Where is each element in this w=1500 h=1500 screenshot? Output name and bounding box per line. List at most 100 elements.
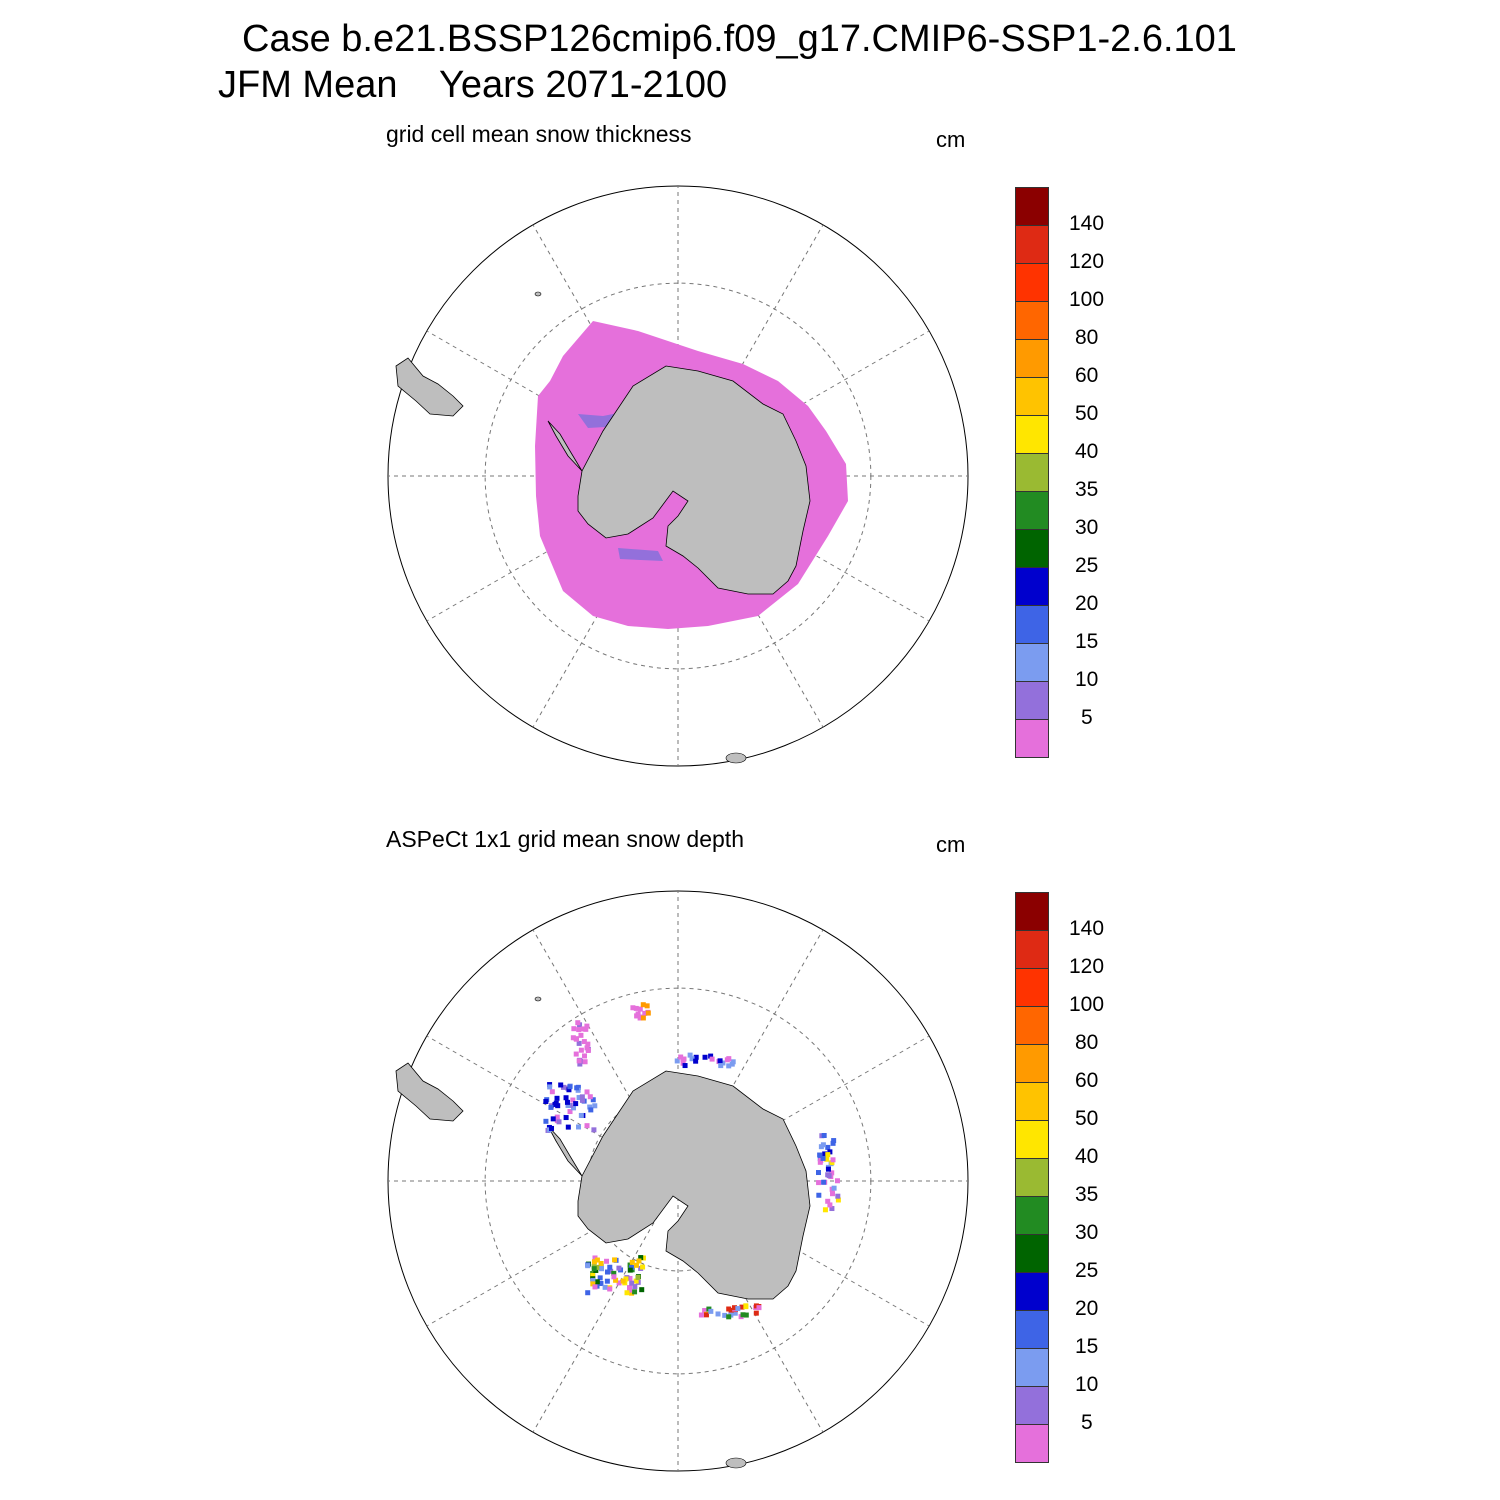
observation-cell (590, 1277, 596, 1283)
observation-cell (543, 1098, 549, 1104)
observation-cell (635, 1274, 641, 1280)
observation-cell (624, 1290, 630, 1296)
colorbar-tick-label: 120 (1069, 955, 1105, 978)
observation-cell (726, 1306, 732, 1312)
observation-cell (630, 1005, 636, 1011)
observation-cell (637, 1015, 643, 1021)
observation-cell (689, 1056, 695, 1062)
colorbar-tick-label: 30 (1075, 1221, 1099, 1244)
observation-cell (604, 1278, 610, 1284)
observation-cell (629, 1280, 635, 1286)
observation-cell (627, 1262, 633, 1268)
observation-cell (715, 1311, 721, 1317)
observation-cell (708, 1308, 714, 1314)
panel2-map (387, 890, 969, 1472)
observation-cell (590, 1281, 596, 1287)
observation-cell (739, 1304, 745, 1310)
observation-cell (613, 1277, 619, 1283)
observation-cell (616, 1280, 622, 1286)
observation-cell (821, 1179, 827, 1185)
observation-cell (640, 1002, 646, 1008)
observation-cell (570, 1035, 576, 1041)
colorbar-tick-label: 30 (1075, 516, 1099, 539)
colorbar-swatch (1015, 1006, 1049, 1045)
observation-cell (573, 1036, 579, 1042)
observation-cell (587, 1104, 593, 1110)
observation-cell (563, 1115, 569, 1121)
observation-cell (590, 1097, 596, 1103)
colorbar-tick-label: 80 (1075, 326, 1099, 349)
observation-cell (573, 1051, 579, 1057)
observation-cell (576, 1027, 582, 1033)
observation-cell (703, 1312, 709, 1318)
colorbar-swatch (1015, 529, 1049, 568)
observation-cell (633, 1278, 639, 1284)
colorbar-tick-label: 35 (1075, 1183, 1099, 1206)
observation-cell (627, 1287, 633, 1293)
observation-cell (565, 1102, 571, 1108)
colorbar-swatch (1015, 1044, 1049, 1083)
observation-cell (611, 1274, 617, 1280)
colorbar-tick-label: 100 (1069, 993, 1105, 1016)
observation-cell (567, 1109, 573, 1115)
colorbar-swatch (1015, 1158, 1049, 1197)
observation-cell (594, 1264, 600, 1270)
period-title: JFM Mean Years 2071-2100 (218, 64, 727, 107)
observation-cell (830, 1191, 836, 1197)
observation-cell (543, 1118, 549, 1124)
observation-cell (581, 1039, 587, 1045)
colorbar-tick-label: 50 (1075, 402, 1099, 425)
observation-cell (740, 1312, 746, 1318)
observation-cell (582, 1059, 588, 1065)
colorbar-swatch (1015, 1234, 1049, 1273)
colorbar-tick-label: 10 (1075, 668, 1099, 691)
observation-cell (687, 1052, 693, 1058)
colorbar-tick-label: 10 (1075, 1373, 1099, 1396)
observation-cell (639, 1287, 645, 1293)
observation-cell (578, 1032, 584, 1038)
observation-cell (573, 1101, 579, 1107)
observation-cell (598, 1263, 604, 1269)
colorbar-tick-label: 20 (1075, 592, 1099, 615)
observation-cell (717, 1058, 723, 1064)
observation-cell (585, 1041, 591, 1047)
observation-cell (644, 1003, 650, 1009)
colorbar-swatch (1015, 968, 1049, 1007)
colorbar-swatch (1015, 567, 1049, 606)
observation-cell (753, 1310, 759, 1316)
observation-cell (627, 1275, 633, 1281)
colorbar-tick-label: 140 (1069, 917, 1105, 940)
panel2-units: cm (936, 832, 966, 857)
observation-cell (822, 1151, 828, 1157)
observation-cell (726, 1056, 732, 1062)
colorbar-tick-label: 60 (1075, 364, 1099, 387)
observation-cell (743, 1312, 749, 1318)
observation-cell (835, 1197, 841, 1203)
observation-cell (588, 1107, 594, 1113)
observation-cell (578, 1112, 584, 1118)
south-america-landmass (395, 1062, 464, 1122)
panel1-colorbar: 140 120 100 80 60 50 40 35 30 25 20 15 10 5 (1015, 187, 1104, 758)
colorbar-swatch (1015, 1386, 1049, 1425)
observation-cell (594, 1257, 600, 1263)
antarctica-landmass (577, 365, 811, 595)
observation-cell (607, 1286, 613, 1292)
observation-cell (579, 1094, 585, 1100)
panel1-map (387, 185, 969, 767)
observation-cell (623, 1276, 629, 1282)
observation-cell (591, 1266, 597, 1272)
case-title: Case b.e21.BSSP126cmip6.f09_g17.CMIP6-SS… (242, 18, 1237, 60)
colorbar-tick-label: 25 (1075, 1259, 1099, 1282)
observation-cell (567, 1084, 573, 1090)
season-label: JFM Mean (218, 64, 398, 106)
colorbar-swatch (1015, 415, 1049, 454)
observation-cell (571, 1026, 577, 1032)
observation-cell (576, 1124, 582, 1130)
colorbar-swatch (1015, 301, 1049, 340)
observation-cell (831, 1185, 837, 1191)
observation-cell (827, 1149, 833, 1155)
observation-cell (640, 1015, 646, 1021)
observation-cell (720, 1060, 726, 1066)
observation-cell (642, 1010, 648, 1016)
observation-cell (556, 1119, 562, 1125)
